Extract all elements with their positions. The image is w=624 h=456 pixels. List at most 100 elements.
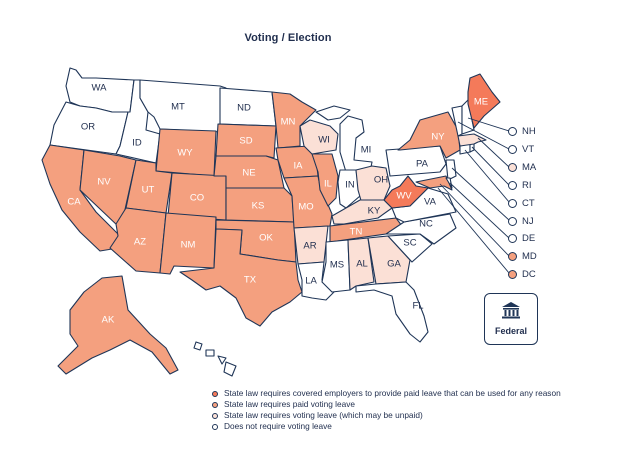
callout-label: RI: [522, 179, 532, 191]
label-SD: SD: [239, 136, 252, 147]
label-VA: VA: [424, 197, 437, 208]
callout-label: DE: [522, 233, 536, 245]
label-AZ: AZ: [134, 237, 146, 248]
callout-label: DC: [522, 269, 536, 281]
callout-swatch: [508, 216, 517, 226]
state-GA[interactable]: [367, 235, 411, 285]
legend-label: State law requires paid voting leave: [224, 399, 355, 409]
label-KS: KS: [252, 201, 265, 212]
label-WI: WI: [318, 135, 330, 146]
label-NC: NC: [419, 219, 433, 230]
state-AK[interactable]: [57, 275, 179, 375]
legend-swatch: [212, 412, 218, 419]
label-OK: OK: [259, 233, 273, 244]
state-SC[interactable]: [387, 233, 433, 263]
callout-label: MD: [522, 251, 537, 263]
callout-vt[interactable]: VT: [508, 144, 534, 155]
label-NY: NY: [431, 132, 445, 143]
state-IL[interactable]: [311, 153, 339, 207]
label-NM: NM: [181, 240, 196, 251]
legend-item-may-be-unpaid: State law requires voting leave (which m…: [212, 410, 561, 421]
label-WY: WY: [177, 148, 193, 159]
callout-label: CT: [522, 197, 535, 209]
label-OH: OH: [374, 175, 388, 186]
label-ND: ND: [237, 103, 251, 114]
label-IA: IA: [294, 161, 304, 172]
callout-leaders: [437, 117, 510, 274]
state-MA[interactable]: [457, 133, 487, 147]
state-LA[interactable]: [297, 261, 335, 301]
callout-swatch: [508, 234, 517, 244]
callout-ct[interactable]: CT: [508, 198, 535, 209]
state-MD[interactable]: [415, 175, 453, 191]
federal-button[interactable]: Federal: [484, 293, 538, 345]
label-LA: LA: [305, 276, 317, 287]
callout-de[interactable]: DE: [508, 233, 535, 244]
label-MS: MS: [330, 260, 344, 271]
callout-ma[interactable]: MA: [508, 162, 536, 173]
legend-label: Does not require voting leave: [224, 421, 332, 431]
state-NJ[interactable]: [445, 159, 457, 181]
state-OH[interactable]: [355, 165, 391, 205]
state-MI[interactable]: [315, 105, 373, 173]
state-WV[interactable]: [383, 175, 429, 209]
label-GA: GA: [387, 259, 401, 270]
label-MO: MO: [298, 202, 313, 213]
label-MT: MT: [171, 102, 185, 113]
callout-swatch: [508, 180, 517, 190]
legend-label: State law requires covered employers to …: [224, 388, 561, 398]
legend-swatch: [212, 401, 218, 408]
state-AL[interactable]: [347, 237, 375, 291]
label-PA: PA: [416, 159, 429, 170]
label-AL: AL: [356, 259, 368, 270]
label-TX: TX: [244, 275, 257, 286]
government-building-icon: [502, 302, 520, 319]
callout-dc[interactable]: DC: [508, 269, 536, 280]
callout-swatch: [508, 198, 517, 208]
state-FL[interactable]: [355, 281, 429, 343]
legend-item-none: Does not require voting leave: [212, 421, 561, 432]
label-FL: FL: [412, 301, 423, 312]
callout-label: VT: [522, 143, 535, 155]
label-SC: SC: [403, 238, 416, 249]
label-AR: AR: [303, 241, 316, 252]
label-ME: ME: [474, 97, 488, 108]
callout-swatch: [508, 127, 517, 136]
label-NE: NE: [242, 168, 255, 179]
callout-label: NJ: [522, 215, 534, 227]
label-AK: AK: [102, 315, 115, 326]
callout-label: NH: [522, 126, 536, 137]
label-UT: UT: [142, 185, 155, 196]
state-HI[interactable]: [193, 341, 237, 377]
callout-ri[interactable]: RI: [508, 180, 532, 191]
legend-item-paid: State law requires paid voting leave: [212, 399, 561, 410]
federal-label: Federal: [494, 326, 527, 336]
legend-item-any-reason: State law requires covered employers to …: [212, 388, 561, 399]
state-NM[interactable]: [159, 212, 217, 275]
callout-nj[interactable]: NJ: [508, 216, 534, 227]
state-TX[interactable]: [179, 228, 303, 327]
callout-swatch: [508, 270, 517, 280]
label-IL: IL: [324, 179, 332, 190]
label-WA: WA: [92, 83, 108, 94]
legend-swatch: [212, 423, 218, 430]
label-WV: WV: [396, 191, 412, 202]
label-CO: CO: [190, 193, 204, 204]
callout-md[interactable]: MD: [508, 251, 537, 262]
callout-label: MA: [522, 161, 537, 173]
state-ME[interactable]: [467, 73, 501, 129]
label-MI: MI: [361, 145, 372, 156]
callout-swatch: [508, 252, 517, 262]
label-KY: KY: [368, 206, 381, 217]
label-NV: NV: [97, 177, 111, 188]
legend-swatch: [212, 390, 218, 397]
label-IN: IN: [345, 180, 355, 191]
label-CA: CA: [67, 197, 81, 208]
label-ID: ID: [132, 138, 142, 149]
callout-nh[interactable]: NH: [508, 126, 536, 137]
label-TN: TN: [350, 227, 363, 238]
state-DE[interactable]: [445, 177, 453, 189]
legend-label: State law requires voting leave (which m…: [224, 410, 423, 420]
state-WI[interactable]: [299, 119, 339, 155]
